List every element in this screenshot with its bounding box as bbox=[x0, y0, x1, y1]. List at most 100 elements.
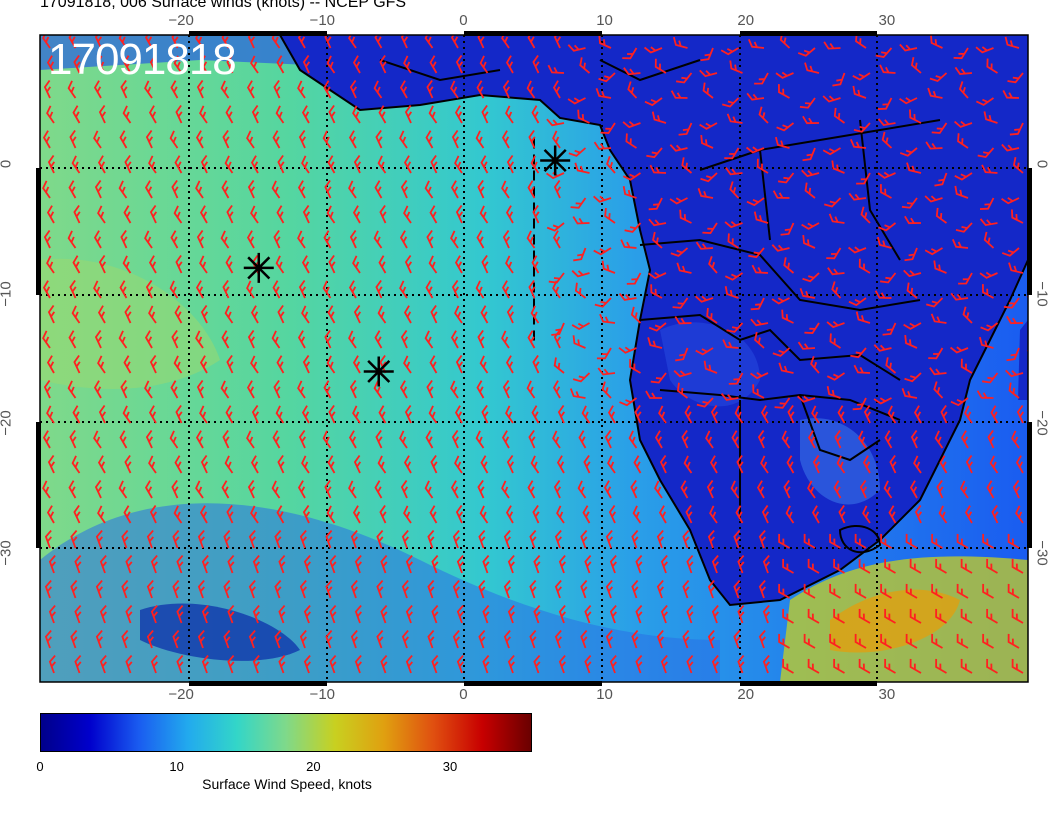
wind-barb bbox=[479, 55, 489, 74]
wind-barb bbox=[505, 355, 514, 374]
wind-barb bbox=[778, 533, 790, 549]
wind-barb bbox=[222, 280, 230, 299]
wind-barb bbox=[982, 633, 994, 649]
wind-barb bbox=[482, 554, 490, 574]
wind-barb bbox=[43, 380, 52, 399]
wind-barb bbox=[174, 455, 183, 474]
wind-barb bbox=[401, 629, 409, 649]
wind-barb bbox=[328, 255, 336, 274]
wind-barb bbox=[68, 330, 77, 349]
wind-barb bbox=[914, 505, 923, 524]
wind-barb bbox=[603, 480, 612, 499]
wind-barb bbox=[553, 180, 562, 199]
wind-barb bbox=[982, 372, 999, 384]
wind-barb bbox=[427, 629, 435, 649]
wind-barb bbox=[250, 505, 259, 524]
wind-barb bbox=[707, 629, 715, 649]
wind-barb bbox=[634, 405, 642, 424]
wind-barb bbox=[931, 583, 943, 599]
wind-barb bbox=[70, 629, 78, 649]
wind-barb bbox=[802, 272, 820, 283]
wind-barb bbox=[754, 331, 765, 349]
wind-barb bbox=[933, 381, 944, 399]
wind-barb bbox=[97, 55, 106, 74]
wind-barb bbox=[221, 35, 230, 49]
wind-barb bbox=[707, 529, 715, 549]
wind-barb bbox=[350, 629, 358, 649]
wind-barb bbox=[823, 197, 842, 208]
wind-barb bbox=[530, 455, 540, 474]
wind-barb bbox=[46, 105, 55, 124]
wind-barb bbox=[624, 222, 642, 233]
wind-barb bbox=[953, 120, 973, 128]
wind-barb bbox=[831, 160, 845, 174]
wind-barb bbox=[375, 430, 383, 449]
wind-barb bbox=[475, 130, 485, 149]
wind-barb bbox=[278, 604, 286, 624]
wind-barb bbox=[593, 195, 612, 203]
wind-barb bbox=[958, 81, 969, 99]
wind-barb bbox=[195, 35, 204, 49]
wind-barb bbox=[881, 131, 893, 149]
wind-barb bbox=[991, 505, 999, 524]
wind-barb bbox=[552, 230, 561, 249]
wind-barb bbox=[352, 255, 361, 274]
wind-barb bbox=[904, 372, 922, 383]
wind-barb bbox=[175, 255, 183, 274]
wind-barb bbox=[746, 92, 765, 101]
wind-barb bbox=[909, 658, 922, 674]
wind-barb bbox=[322, 280, 332, 299]
wind-barb bbox=[578, 430, 587, 449]
wind-barb bbox=[882, 322, 897, 336]
wind-barb bbox=[403, 55, 412, 74]
wind-barb bbox=[176, 654, 184, 674]
wind-barb bbox=[405, 654, 413, 674]
wind-barb bbox=[301, 405, 310, 424]
wind-barb bbox=[598, 35, 612, 49]
wind-barb bbox=[601, 381, 612, 399]
wind-barb bbox=[73, 505, 81, 524]
wind-barb bbox=[148, 405, 157, 424]
wind-barb bbox=[67, 380, 77, 399]
wind-barb bbox=[403, 155, 412, 174]
wind-barb bbox=[905, 633, 918, 649]
wind-barb bbox=[97, 205, 106, 224]
wind-barb bbox=[246, 230, 255, 249]
wind-barb bbox=[196, 80, 205, 99]
wind-barb bbox=[609, 554, 617, 574]
wind-barb bbox=[929, 72, 948, 83]
wind-barb bbox=[326, 55, 336, 74]
wind-barb bbox=[299, 629, 307, 649]
wind-barb bbox=[686, 604, 694, 624]
wind-barb bbox=[526, 230, 536, 249]
wind-barb bbox=[429, 355, 438, 374]
wind-barb bbox=[145, 430, 154, 449]
wind-barb bbox=[275, 405, 285, 424]
wind-barb bbox=[733, 579, 741, 599]
wind-barb bbox=[431, 554, 439, 574]
wind-barb bbox=[272, 280, 281, 299]
wind-barb bbox=[750, 318, 769, 327]
wind-barb bbox=[400, 330, 409, 349]
wind-barb bbox=[699, 69, 718, 78]
wind-barb bbox=[68, 35, 77, 49]
wind-barb bbox=[607, 405, 616, 424]
wind-barb bbox=[250, 355, 259, 374]
wind-barb bbox=[171, 480, 179, 499]
wind-barb bbox=[876, 236, 892, 249]
wind-barb bbox=[123, 55, 132, 74]
wind-barb bbox=[146, 529, 154, 549]
wind-barb bbox=[547, 64, 565, 74]
wind-barb bbox=[530, 305, 540, 324]
lon-tick-label: 20 bbox=[737, 686, 755, 703]
wind-barb bbox=[175, 105, 183, 124]
wind-barb bbox=[501, 35, 510, 49]
wind-barb bbox=[1012, 157, 1024, 174]
wind-barb bbox=[887, 405, 897, 424]
wind-barb bbox=[554, 629, 562, 649]
wind-barb bbox=[904, 215, 922, 225]
wind-barb bbox=[274, 529, 282, 549]
wind-barb bbox=[348, 430, 357, 449]
wind-barb bbox=[68, 480, 77, 499]
wind-barb bbox=[426, 230, 434, 249]
